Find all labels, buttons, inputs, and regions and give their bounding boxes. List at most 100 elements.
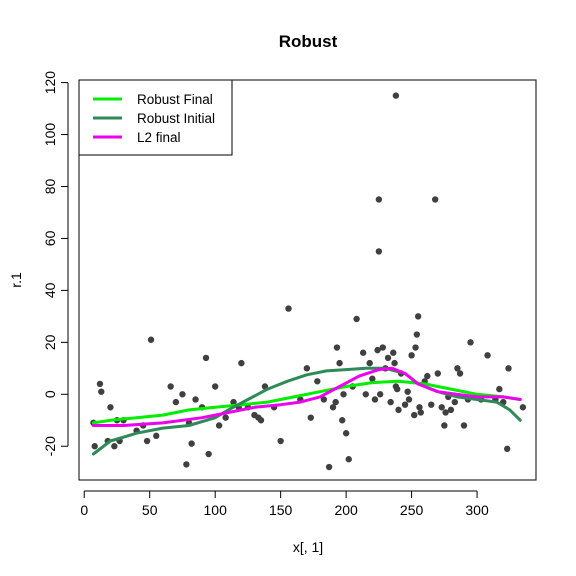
data-point (188, 440, 195, 447)
data-point (320, 396, 328, 403)
data-point (417, 409, 424, 416)
data-point (431, 196, 439, 203)
data-point (230, 398, 237, 406)
chart-title: Robust (279, 32, 338, 51)
data-point (375, 248, 383, 255)
data-point (401, 401, 409, 408)
data-point (325, 463, 333, 471)
data-point (447, 406, 455, 414)
data-point (340, 391, 347, 398)
series-line (91, 379, 522, 425)
y-tick-label: 40 (42, 282, 58, 298)
data-point (183, 461, 190, 468)
data-point (412, 344, 419, 351)
data-point (167, 383, 174, 390)
data-point (179, 391, 186, 398)
data-point (375, 196, 383, 203)
data-point (387, 398, 394, 406)
scatter-points (90, 92, 527, 471)
data-point (454, 365, 461, 372)
data-point (393, 385, 401, 393)
x-tick-label: 0 (80, 502, 88, 518)
data-point (332, 398, 339, 406)
data-point (222, 414, 229, 421)
data-point (96, 380, 104, 388)
data-point (414, 313, 422, 320)
data-point (369, 375, 376, 382)
y-tick-label: 80 (42, 178, 58, 194)
x-tick-label: 50 (142, 502, 158, 518)
plot-frame (78, 79, 537, 481)
data-point (91, 443, 98, 450)
data-point (460, 422, 468, 429)
series-line (91, 366, 522, 456)
y-tick-label: 60 (42, 230, 58, 246)
data-point (404, 388, 411, 395)
data-point (467, 339, 474, 346)
data-point (408, 352, 415, 359)
data-point (285, 305, 292, 312)
data-point (202, 354, 210, 362)
data-point (336, 359, 343, 367)
data-point (371, 396, 379, 403)
data-point (353, 315, 360, 323)
data-point (342, 430, 350, 437)
data-point (496, 385, 503, 393)
data-point (405, 396, 413, 403)
data-point (428, 401, 435, 408)
series-line (91, 366, 522, 427)
data-point (345, 456, 352, 463)
data-point (424, 372, 431, 380)
data-point (519, 404, 527, 411)
y-tick-label: -20 (42, 436, 58, 456)
x-tick-label: 250 (400, 502, 424, 518)
data-point (379, 344, 386, 351)
x-tick-label: 100 (204, 502, 228, 518)
data-point (451, 398, 459, 406)
data-point (434, 370, 441, 377)
data-point (211, 383, 219, 390)
data-point (314, 378, 321, 385)
data-point (484, 352, 491, 359)
data-point (98, 388, 105, 395)
data-point (205, 450, 212, 458)
data-point (172, 398, 180, 406)
data-point (374, 346, 381, 354)
data-point (413, 331, 421, 338)
y-tick-label: 120 (42, 71, 58, 95)
data-point (147, 336, 155, 343)
data-point (411, 411, 418, 419)
data-point (376, 391, 384, 398)
data-point (192, 396, 199, 403)
x-axis-label: x[, 1] (293, 539, 323, 555)
y-axis-label: r.1 (8, 272, 24, 288)
data-point (257, 417, 265, 424)
data-point (329, 404, 337, 411)
x-axis: 0 50 100 150 200 250 300 (80, 490, 489, 518)
x-tick-label: 200 (334, 502, 358, 518)
data-point (395, 406, 402, 414)
legend-label: Robust Final (137, 92, 213, 107)
data-point (143, 437, 151, 445)
data-point (366, 359, 373, 367)
y-tick-label: 100 (42, 123, 58, 147)
data-point (392, 92, 400, 99)
legend: Robust Final Robust Initial L2 final (78, 79, 233, 156)
data-point (333, 344, 341, 351)
data-point (384, 354, 392, 362)
data-point (456, 370, 464, 377)
x-tick-label: 300 (465, 502, 489, 518)
data-point (391, 359, 398, 367)
data-point (111, 443, 118, 450)
data-point (505, 365, 512, 372)
data-point (442, 409, 449, 416)
data-point (339, 417, 346, 424)
legend-label: Robust Initial (137, 111, 215, 126)
data-point (441, 422, 448, 429)
data-point (215, 422, 223, 429)
data-point (416, 404, 423, 411)
y-axis: -20 0 20 40 60 80 100 120 (42, 71, 69, 456)
y-tick-label: 20 (42, 334, 58, 350)
series-lines (91, 366, 522, 456)
